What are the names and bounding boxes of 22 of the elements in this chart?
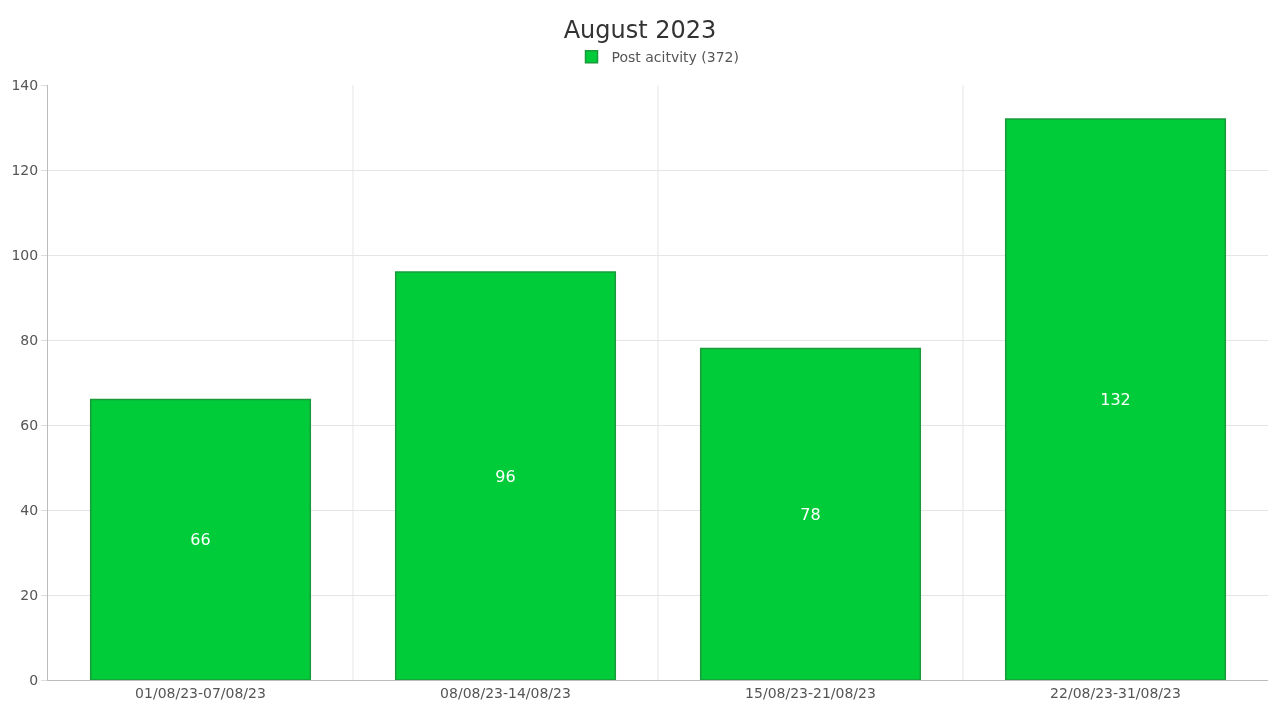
legend-label: Post acitvity (372): [611, 49, 739, 66]
x-tick-label: 15/08/23-21/08/23: [745, 684, 876, 701]
data-label: 96: [495, 466, 516, 486]
data-label: 132: [1100, 390, 1131, 409]
y-tick-label: 0: [29, 671, 39, 688]
bar: [1004, 118, 1227, 680]
x-tick-label: 01/08/23-07/08/23: [135, 684, 266, 701]
y-tick-label: 20: [20, 586, 39, 603]
bar: [89, 398, 312, 680]
bar: [394, 271, 617, 680]
data-label: 78: [800, 504, 821, 524]
y-tick-label: 60: [20, 416, 39, 433]
y-tick-label: 100: [11, 246, 39, 263]
chart-title: August 2023: [563, 16, 717, 45]
y-tick-label: 120: [11, 161, 39, 178]
x-tick-label: 08/08/23-14/08/23: [440, 684, 571, 701]
bar: [699, 347, 922, 680]
x-tick-label: 22/08/23-31/08/23: [1050, 684, 1181, 701]
data-label: 66: [190, 530, 211, 550]
y-tick-label: 80: [20, 331, 39, 348]
y-tick-label: 140: [11, 76, 39, 93]
y-tick-label: 40: [20, 501, 39, 518]
